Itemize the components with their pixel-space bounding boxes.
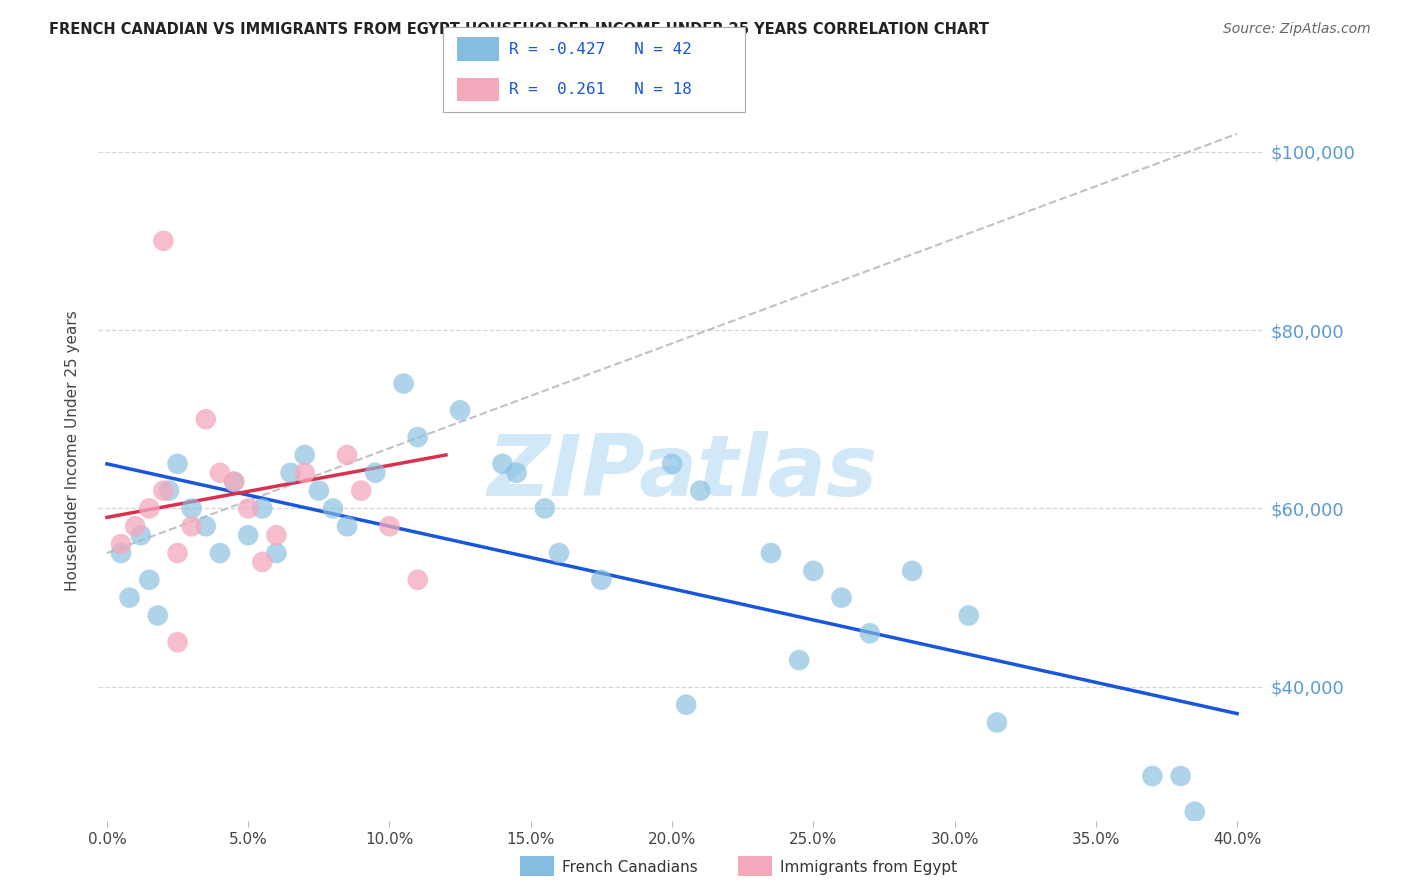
Point: [534, 501, 557, 516]
Point: [118, 591, 141, 605]
Point: [986, 715, 1008, 730]
Point: [222, 475, 245, 489]
Point: [1170, 769, 1192, 783]
Text: Source: ZipAtlas.com: Source: ZipAtlas.com: [1223, 22, 1371, 37]
Point: [350, 483, 373, 498]
Text: R = -0.427   N = 42: R = -0.427 N = 42: [509, 42, 692, 56]
Point: [252, 501, 274, 516]
Point: [392, 376, 415, 391]
Point: [1184, 805, 1206, 819]
Point: [194, 519, 217, 533]
Point: [138, 501, 160, 516]
Point: [208, 466, 231, 480]
Point: [831, 591, 853, 605]
Point: [548, 546, 571, 560]
Point: [406, 573, 429, 587]
Point: [1142, 769, 1164, 783]
Point: [661, 457, 683, 471]
Point: [252, 555, 274, 569]
Point: [491, 457, 513, 471]
Point: [146, 608, 169, 623]
Point: [166, 635, 188, 649]
Point: [238, 501, 260, 516]
Point: [266, 528, 288, 542]
Point: [294, 448, 316, 462]
Point: [336, 448, 359, 462]
Text: French Canadians: French Canadians: [562, 860, 699, 874]
Point: [157, 483, 180, 498]
Point: [336, 519, 359, 533]
Text: Immigrants from Egypt: Immigrants from Egypt: [780, 860, 957, 874]
Point: [180, 501, 202, 516]
Point: [364, 466, 387, 480]
Point: [675, 698, 697, 712]
Point: [787, 653, 810, 667]
Point: [194, 412, 217, 426]
Text: FRENCH CANADIAN VS IMMIGRANTS FROM EGYPT HOUSEHOLDER INCOME UNDER 25 YEARS CORRE: FRENCH CANADIAN VS IMMIGRANTS FROM EGYPT…: [49, 22, 990, 37]
Point: [759, 546, 782, 560]
Point: [152, 483, 174, 498]
Point: [901, 564, 924, 578]
Point: [180, 519, 202, 533]
Point: [152, 234, 174, 248]
Point: [222, 475, 245, 489]
Point: [280, 466, 302, 480]
Point: [110, 546, 132, 560]
Point: [238, 528, 260, 542]
Point: [591, 573, 613, 587]
Point: [505, 466, 527, 480]
Point: [308, 483, 330, 498]
Point: [124, 519, 146, 533]
Point: [138, 573, 160, 587]
Y-axis label: Householder Income Under 25 years: Householder Income Under 25 years: [65, 310, 80, 591]
Point: [294, 466, 316, 480]
Point: [166, 546, 188, 560]
Point: [801, 564, 824, 578]
Point: [266, 546, 288, 560]
Point: [449, 403, 471, 417]
Text: R =  0.261   N = 18: R = 0.261 N = 18: [509, 82, 692, 96]
Point: [689, 483, 711, 498]
Point: [859, 626, 882, 640]
Point: [110, 537, 132, 551]
Point: [208, 546, 231, 560]
Point: [322, 501, 344, 516]
Point: [129, 528, 152, 542]
Point: [406, 430, 429, 444]
Point: [378, 519, 401, 533]
Point: [957, 608, 980, 623]
Text: ZIPatlas: ZIPatlas: [486, 431, 877, 514]
Point: [166, 457, 188, 471]
